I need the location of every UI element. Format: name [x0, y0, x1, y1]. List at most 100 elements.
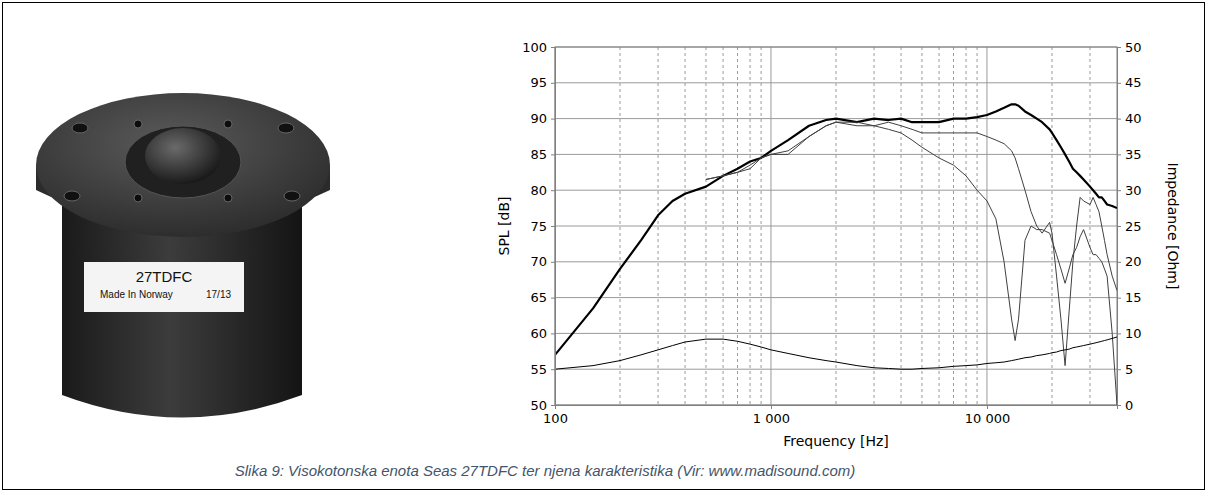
mounting-hole — [284, 191, 300, 201]
plot-background — [555, 47, 1117, 405]
tick-label: 65 — [530, 290, 547, 305]
grid — [555, 47, 1117, 405]
tick: 0 — [1117, 398, 1133, 413]
series-lines — [555, 104, 1117, 405]
tick-mark — [1117, 154, 1121, 155]
impedance-line — [555, 337, 1117, 369]
tick: 1 000 — [753, 405, 790, 426]
tick-mark — [551, 190, 555, 191]
tick: 25 — [1117, 219, 1142, 234]
tick: 30 — [1117, 183, 1142, 198]
tick-label: 15 — [1125, 290, 1142, 305]
tick-label: 1 000 — [753, 411, 790, 426]
tick-label: 60 — [530, 326, 547, 341]
tick-mark — [551, 262, 555, 263]
tick-label: 40 — [1125, 111, 1142, 126]
tick-mark — [551, 47, 555, 48]
tick-label: 55 — [530, 362, 547, 377]
axis-line — [551, 48, 556, 406]
x-axis-title: Frequency [Hz] — [783, 433, 889, 449]
tick-mark — [1117, 190, 1121, 191]
dome-surround — [125, 126, 241, 198]
tweeter-dome — [145, 128, 221, 184]
label-model: 27TDFC — [136, 268, 193, 285]
grid-line — [555, 82, 1117, 83]
tick-mark — [771, 405, 772, 409]
tweeter-flange-face — [36, 93, 330, 237]
tick: 90 — [530, 111, 555, 126]
tick-mark — [1117, 298, 1121, 299]
yticks-axis: 50556065707580859095100 — [522, 40, 555, 413]
tick: 60 — [530, 326, 555, 341]
tick-mark — [551, 298, 555, 299]
grid-line — [555, 333, 1117, 334]
tweeter-photo: 27TDFCMade In Norway17/13 — [36, 93, 330, 418]
tick-mark — [1117, 333, 1121, 334]
tick: 70 — [530, 254, 555, 269]
mounting-hole — [278, 123, 294, 133]
tick-mark — [1117, 47, 1121, 48]
tick-mark — [987, 405, 988, 409]
tick: 50 — [1117, 40, 1142, 55]
tick-mark — [551, 369, 555, 370]
tick: 5 — [1117, 362, 1133, 377]
tick: 65 — [530, 290, 555, 305]
tick-mark — [1117, 369, 1121, 370]
tick-label: 75 — [530, 219, 547, 234]
grid-line — [555, 154, 1117, 155]
tick-mark — [1117, 119, 1121, 120]
mounting-hole — [64, 191, 80, 201]
tick: 55 — [530, 362, 555, 377]
tick-label: 0 — [1125, 398, 1133, 413]
screw — [224, 194, 232, 202]
grid-line — [555, 226, 1117, 227]
tick-mark — [551, 226, 555, 227]
tick: 45 — [1117, 75, 1142, 90]
screw — [224, 120, 232, 128]
tick: 10 000 — [965, 405, 1011, 426]
tick-mark — [551, 119, 555, 120]
tick-label: 35 — [1125, 147, 1142, 162]
tick-mark — [1117, 83, 1121, 84]
tick: 15 — [1117, 290, 1142, 305]
tick-label: 25 — [1125, 219, 1142, 234]
spl-line — [555, 104, 1117, 355]
grid-line — [555, 261, 1117, 262]
tweeter-label — [84, 262, 244, 312]
label-origin: Made In Norway — [100, 289, 173, 300]
tick-mark — [551, 405, 555, 406]
tick-label: 10 — [1125, 326, 1142, 341]
grid-line — [555, 369, 1117, 370]
tick-label: 95 — [530, 75, 547, 90]
tick: 10 — [1117, 326, 1142, 341]
tick-label: 50 — [1125, 40, 1142, 55]
spl-line — [706, 122, 1117, 405]
tick-label: 20 — [1125, 254, 1142, 269]
screw — [134, 194, 142, 202]
tick-label: 85 — [530, 147, 547, 162]
tick-label: 30 — [1125, 183, 1142, 198]
xticks-axis: 1001 00010 000 — [543, 405, 1117, 426]
tick-label: 100 — [522, 40, 547, 55]
tick: 75 — [530, 219, 555, 234]
axis-line — [1118, 48, 1122, 406]
y2ticks-axis: 0 5 10 15 20 25 30 35 40 45 50 — [1117, 40, 1142, 413]
tick: 50 — [530, 398, 555, 413]
tick: 40 — [1117, 111, 1142, 126]
tick-label: 10 000 — [965, 411, 1011, 426]
tick-mark — [1117, 405, 1121, 406]
tick: 100 — [522, 40, 555, 55]
y-axis-title: SPL [dB] — [496, 197, 512, 256]
tick-label: 5 — [1125, 362, 1133, 377]
figure: 27TDFCMade In Norway17/131001 00010 0005… — [0, 0, 1208, 493]
tick-label: 70 — [530, 254, 547, 269]
grid-line — [555, 297, 1117, 298]
tick: 85 — [530, 147, 555, 162]
plot-frame — [555, 47, 1117, 405]
tick-label: 50 — [530, 398, 547, 413]
tick-mark — [551, 83, 555, 84]
grid-line — [555, 190, 1117, 191]
tick-mark — [1117, 262, 1121, 263]
screw — [134, 120, 142, 128]
tick-mark — [1117, 226, 1121, 227]
